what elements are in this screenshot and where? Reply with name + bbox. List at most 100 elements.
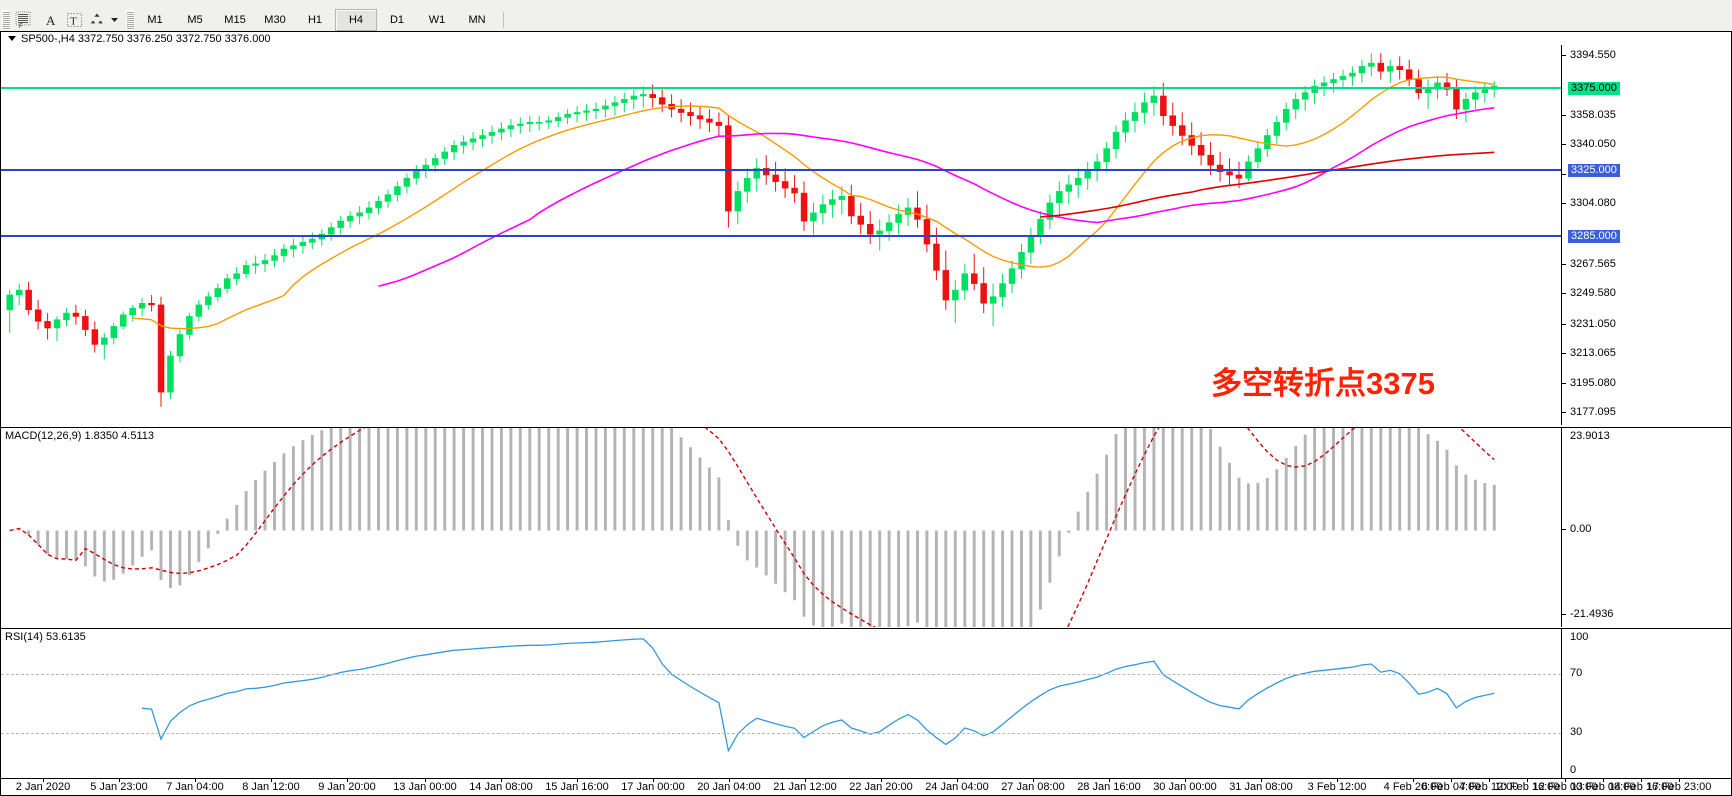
time-axis-label: 12 Feb 00:00 — [1532, 781, 1598, 793]
svg-text:A: A — [46, 13, 56, 28]
time-axis-tick — [119, 779, 120, 782]
text-label-icon[interactable]: A — [39, 10, 63, 30]
time-axis-label: 14 Jan 08:00 — [469, 781, 533, 793]
time-axis-tick — [1603, 779, 1604, 782]
macd-pane[interactable]: MACD(12,26,9) 1.8350 4.5113 23.9013 0.00-… — [1, 427, 1731, 627]
time-axis-label: 6 Feb 04:00 — [1421, 781, 1481, 793]
chevron-down-icon[interactable] — [109, 10, 120, 30]
time-axis-label: 20 Jan 04:00 — [697, 781, 761, 793]
price-level-line-3285-000[interactable] — [1, 234, 1561, 237]
time-axis-tick — [957, 779, 958, 782]
time-axis-tick — [501, 779, 502, 782]
timeframe-h4[interactable]: H4 — [335, 8, 377, 31]
time-axis-label: 17 Jan 00:00 — [621, 781, 685, 793]
time-axis-label: 24 Jan 04:00 — [925, 781, 989, 793]
timeframe-mn[interactable]: MN — [468, 13, 486, 26]
time-axis-label: 27 Jan 08:00 — [1001, 781, 1065, 793]
price-plot[interactable]: 多空转折点3375 — [1, 45, 1561, 425]
rsi-level-70 — [1, 673, 1561, 675]
time-axis-label: 9 Jan 20:00 — [318, 781, 376, 793]
time-axis-label: 10 Feb 16:00 — [1494, 781, 1560, 793]
rsi-plot[interactable] — [1, 629, 1561, 778]
price-pane[interactable]: 多空转折点3375 3394.5503358.0353340.0503322.0… — [1, 45, 1731, 425]
toolbar-gripper[interactable] — [2, 9, 10, 30]
rsi-axis[interactable]: 100 70 30 0 — [1561, 629, 1731, 778]
timeframe-group: M1 M5 M15 M30 H1 H4 D1 W1 MN — [135, 8, 497, 31]
time-axis-label: 13 Jan 00:00 — [393, 781, 457, 793]
time-axis-tick — [195, 779, 196, 782]
macd-series — [9, 428, 1496, 627]
time-axis-label: 7 Feb 12:00 — [1459, 781, 1519, 793]
time-axis-tick — [43, 779, 44, 782]
rsi-level-30 — [1, 733, 1561, 735]
symbol-info-bar: SP500-,H4 3372.750 3376.250 3372.750 337… — [1, 32, 1566, 45]
time-axis[interactable]: 2 Jan 2020 5 Jan 23:00 7 Jan 04:00 8 Jan 12… — [1, 778, 1731, 794]
time-axis-tick — [1185, 779, 1186, 782]
timeframe-m1[interactable]: M1 — [147, 13, 163, 26]
time-axis-label: 22 Jan 20:00 — [849, 781, 913, 793]
time-axis-label: 2 Jan 2020 — [15, 781, 71, 793]
time-axis-label: 13 Feb 08:00 — [1570, 781, 1636, 793]
time-axis-label: 14 Feb 16:00 — [1608, 781, 1674, 793]
symbol-info-text: SP500-,H4 3372.750 3376.250 3372.750 337… — [21, 32, 271, 45]
price-axis-badge-3325-000[interactable]: 3325.000 — [1568, 164, 1620, 178]
time-axis-tick — [1641, 779, 1642, 782]
timeframe-m5[interactable]: M5 — [187, 13, 203, 26]
time-axis-tick — [425, 779, 426, 782]
chart-area[interactable]: SP500-,H4 3372.750 3376.250 3372.750 337… — [0, 31, 1732, 796]
time-axis-label: 7 Jan 04:00 — [166, 781, 224, 793]
timeframe-m30[interactable]: M30 — [264, 13, 286, 26]
price-axis[interactable]: 3394.5503358.0353340.0503322.0653304.080… — [1561, 45, 1731, 425]
price-level-line-3375-000[interactable] — [1, 86, 1561, 89]
time-axis-label: 31 Jan 08:00 — [1229, 781, 1293, 793]
time-axis-tick — [1565, 779, 1566, 782]
time-axis-tick — [1679, 779, 1680, 782]
time-axis-tick — [347, 779, 348, 782]
timeframe-w1[interactable]: W1 — [428, 13, 446, 26]
time-axis-label: 3 Feb 12:00 — [1307, 781, 1367, 793]
drawing-timeframe-toolbar: F A T — [0, 1, 1732, 31]
time-axis-label: 15 Jan 16:00 — [545, 781, 609, 793]
time-axis-tick — [271, 779, 272, 782]
svg-text:T: T — [70, 15, 77, 27]
rsi-series — [142, 638, 1495, 753]
time-axis-label: 30 Jan 00:00 — [1153, 781, 1217, 793]
time-axis-tick — [1033, 779, 1034, 782]
price-level-line-3325-000[interactable] — [1, 169, 1561, 172]
chart-annotation: 多空转折点3375 — [1211, 366, 1435, 401]
time-axis-label: 5 Jan 23:00 — [90, 781, 148, 793]
time-axis-tick — [1413, 779, 1414, 782]
time-axis-tick — [1337, 779, 1338, 782]
price-axis-badge-3285-000[interactable]: 3285.000 — [1568, 229, 1620, 243]
time-axis-tick — [881, 779, 882, 782]
time-axis-label: 17 Feb 23:00 — [1646, 781, 1712, 793]
timeframe-m15[interactable]: M15 — [224, 13, 246, 26]
time-axis-tick — [1527, 779, 1528, 782]
shapes-icon[interactable] — [87, 10, 109, 29]
rsi-pane[interactable]: RSI(14) 53.6135 100 70 30 0 2 Jan 2020 5 Jan… — [1, 628, 1731, 794]
svg-text:F: F — [19, 24, 23, 29]
time-axis-label: 4 Feb 20:00 — [1383, 781, 1443, 793]
triangle-down-icon[interactable] — [8, 36, 16, 41]
time-axis-label: 21 Jan 12:00 — [773, 781, 837, 793]
timeframe-gripper[interactable] — [126, 9, 134, 30]
time-axis-tick — [577, 779, 578, 782]
macd-label: MACD(12,26,9) 1.8350 4.5113 — [5, 430, 154, 442]
macd-plot[interactable] — [1, 428, 1561, 627]
price-axis-badge-3375-000[interactable]: 3375.000 — [1568, 81, 1620, 95]
timeframe-h1[interactable]: H1 — [307, 13, 323, 26]
time-axis-tick — [805, 779, 806, 782]
time-axis-label: 8 Jan 12:00 — [242, 781, 300, 793]
macd-axis[interactable]: 23.9013 0.00 -21.4936 — [1561, 428, 1731, 627]
time-axis-tick — [653, 779, 654, 782]
rsi-label: RSI(14) 53.6135 — [5, 631, 86, 643]
crosshair-icon[interactable]: F — [11, 10, 39, 29]
timeframe-d1[interactable]: D1 — [389, 13, 405, 26]
text-box-icon[interactable]: T — [63, 10, 87, 30]
time-axis-tick — [1261, 779, 1262, 782]
time-axis-tick — [729, 779, 730, 782]
time-axis-tick — [1109, 779, 1110, 782]
time-axis-tick — [1451, 779, 1452, 782]
time-axis-label: 28 Jan 16:00 — [1077, 781, 1141, 793]
